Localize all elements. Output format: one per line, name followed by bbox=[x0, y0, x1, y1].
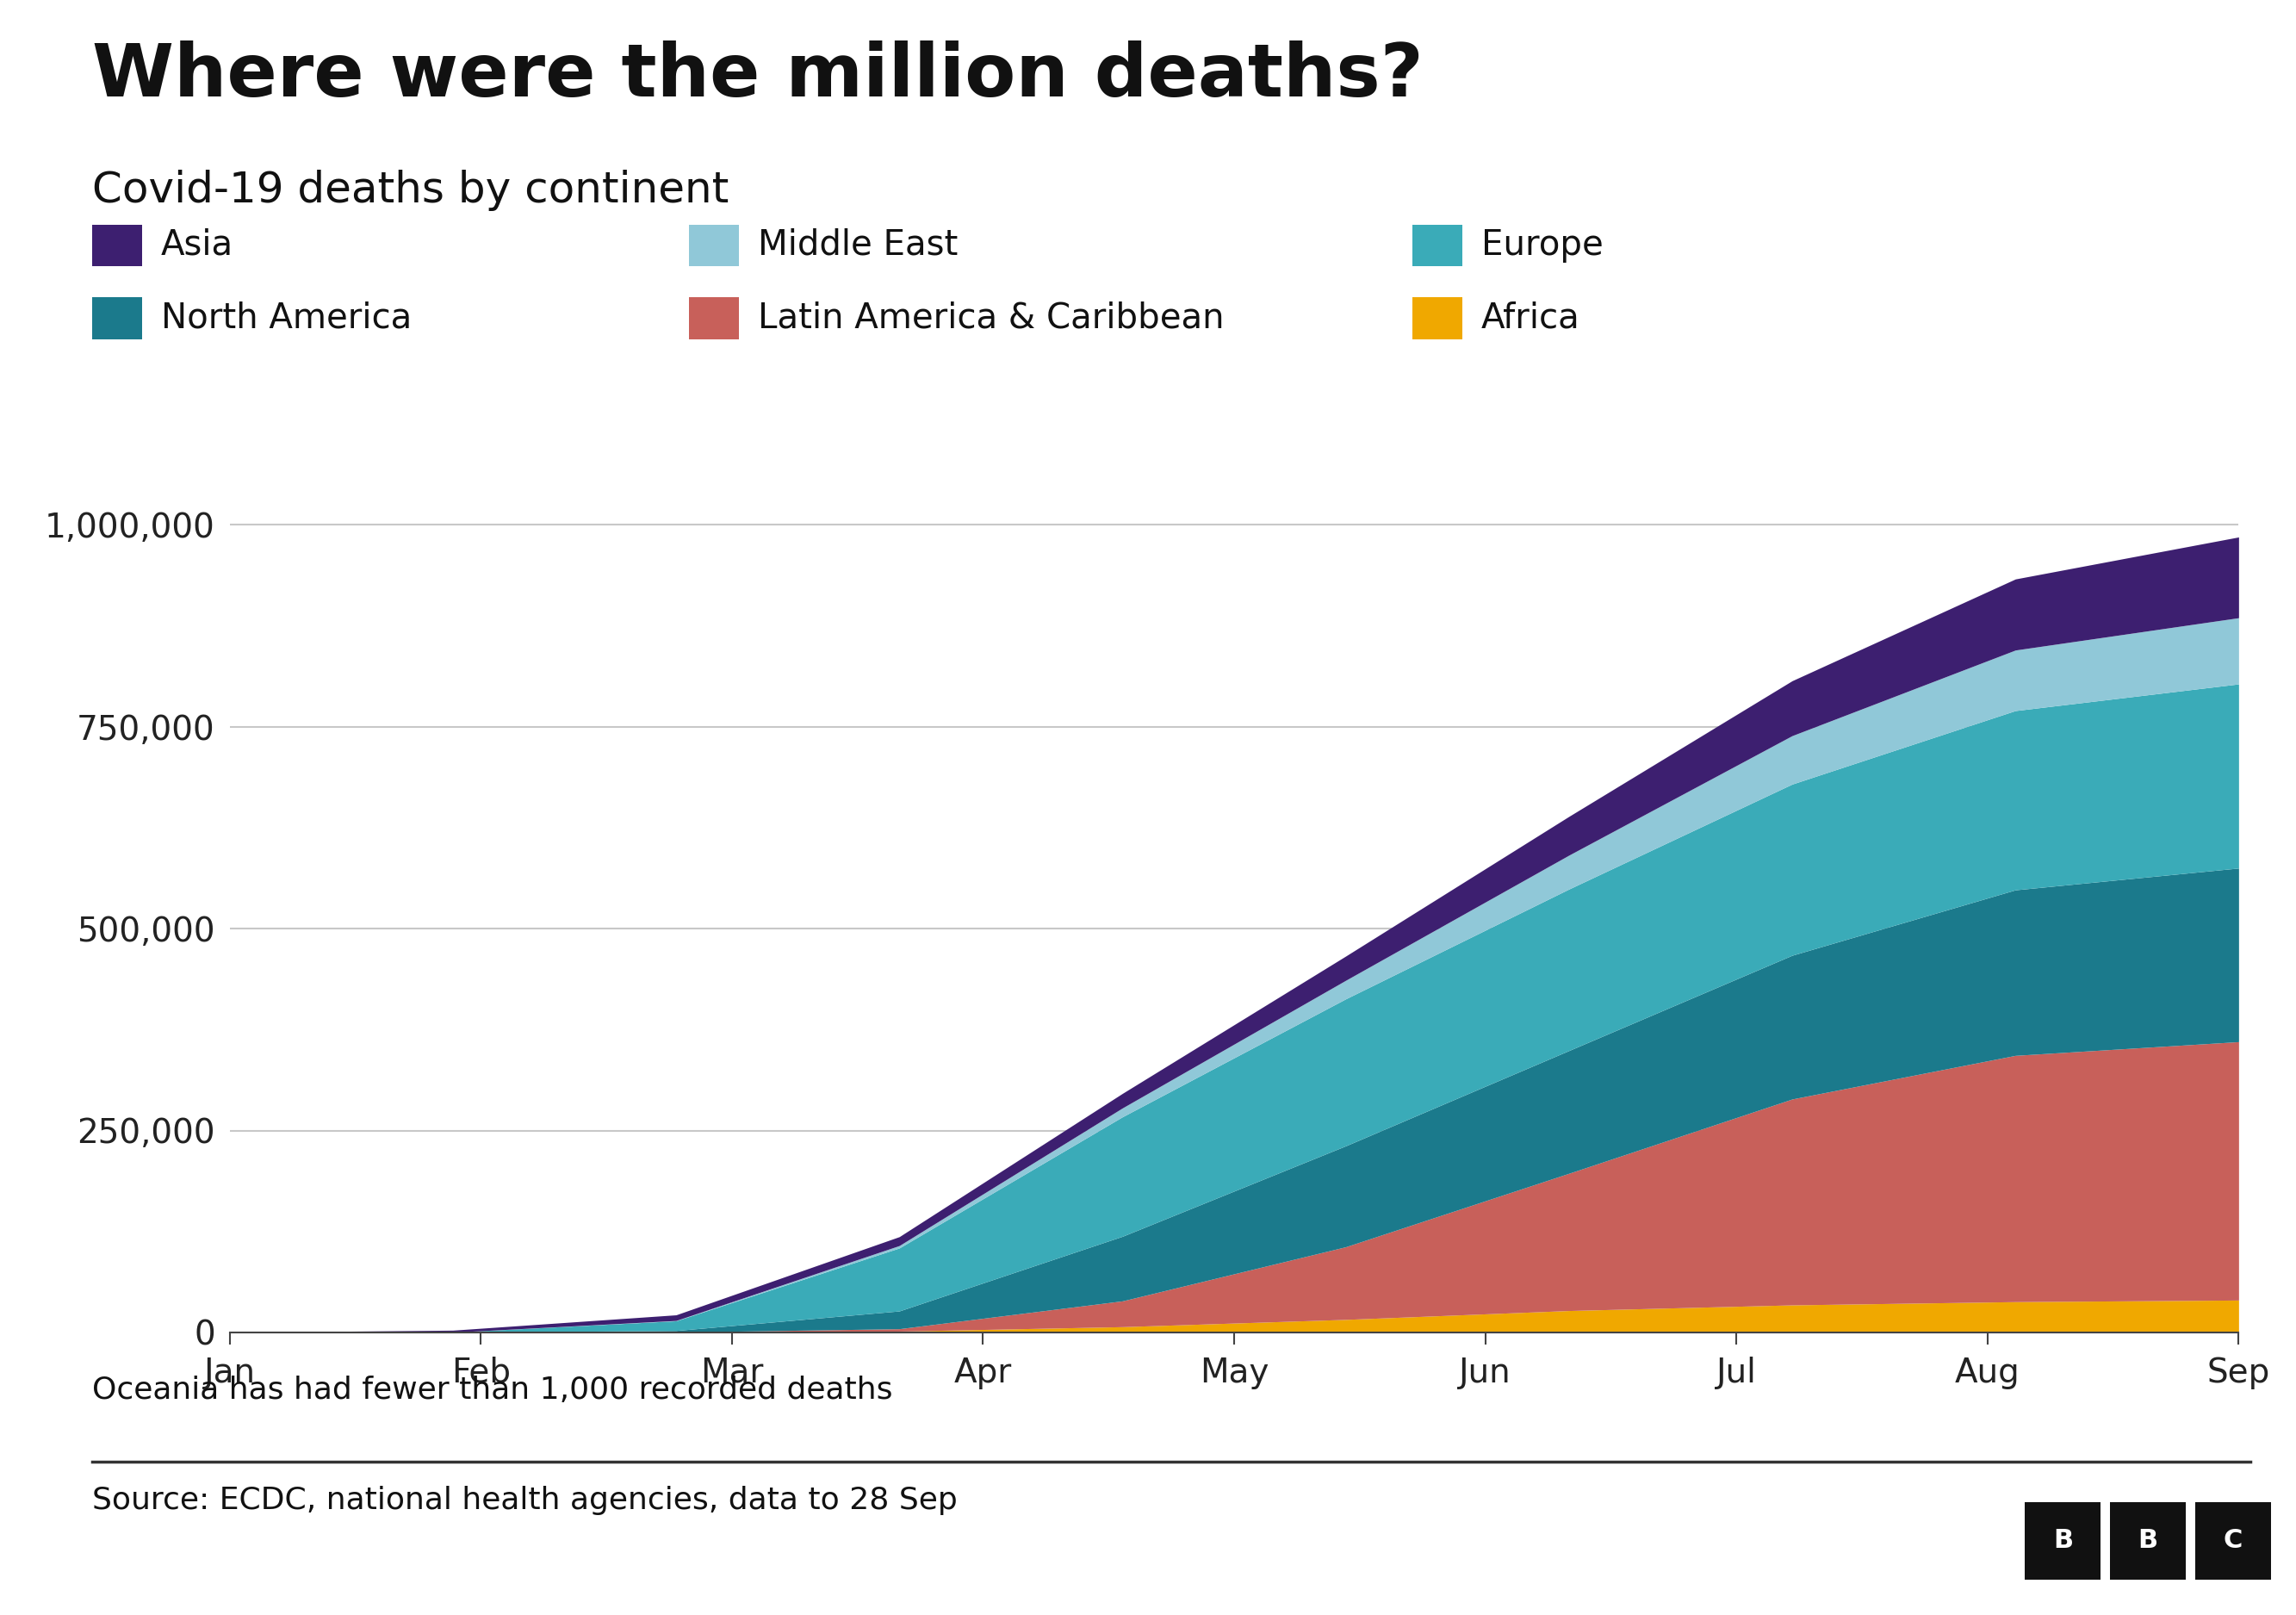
Text: Asia: Asia bbox=[161, 228, 234, 263]
Text: Source: ECDC, national health agencies, data to 28 Sep: Source: ECDC, national health agencies, … bbox=[92, 1486, 957, 1515]
Text: North America: North America bbox=[161, 300, 411, 336]
Text: Europe: Europe bbox=[1481, 228, 1603, 263]
Text: Oceania has had fewer than 1,000 recorded deaths: Oceania has had fewer than 1,000 recorde… bbox=[92, 1376, 893, 1405]
Text: C: C bbox=[2223, 1528, 2243, 1554]
Text: B: B bbox=[2053, 1528, 2073, 1554]
Text: Covid-19 deaths by continent: Covid-19 deaths by continent bbox=[92, 170, 728, 212]
Text: Middle East: Middle East bbox=[758, 228, 957, 263]
Text: B: B bbox=[2138, 1528, 2158, 1554]
Text: Where were the million deaths?: Where were the million deaths? bbox=[92, 40, 1424, 111]
Text: Latin America & Caribbean: Latin America & Caribbean bbox=[758, 300, 1224, 336]
Text: Africa: Africa bbox=[1481, 300, 1580, 336]
